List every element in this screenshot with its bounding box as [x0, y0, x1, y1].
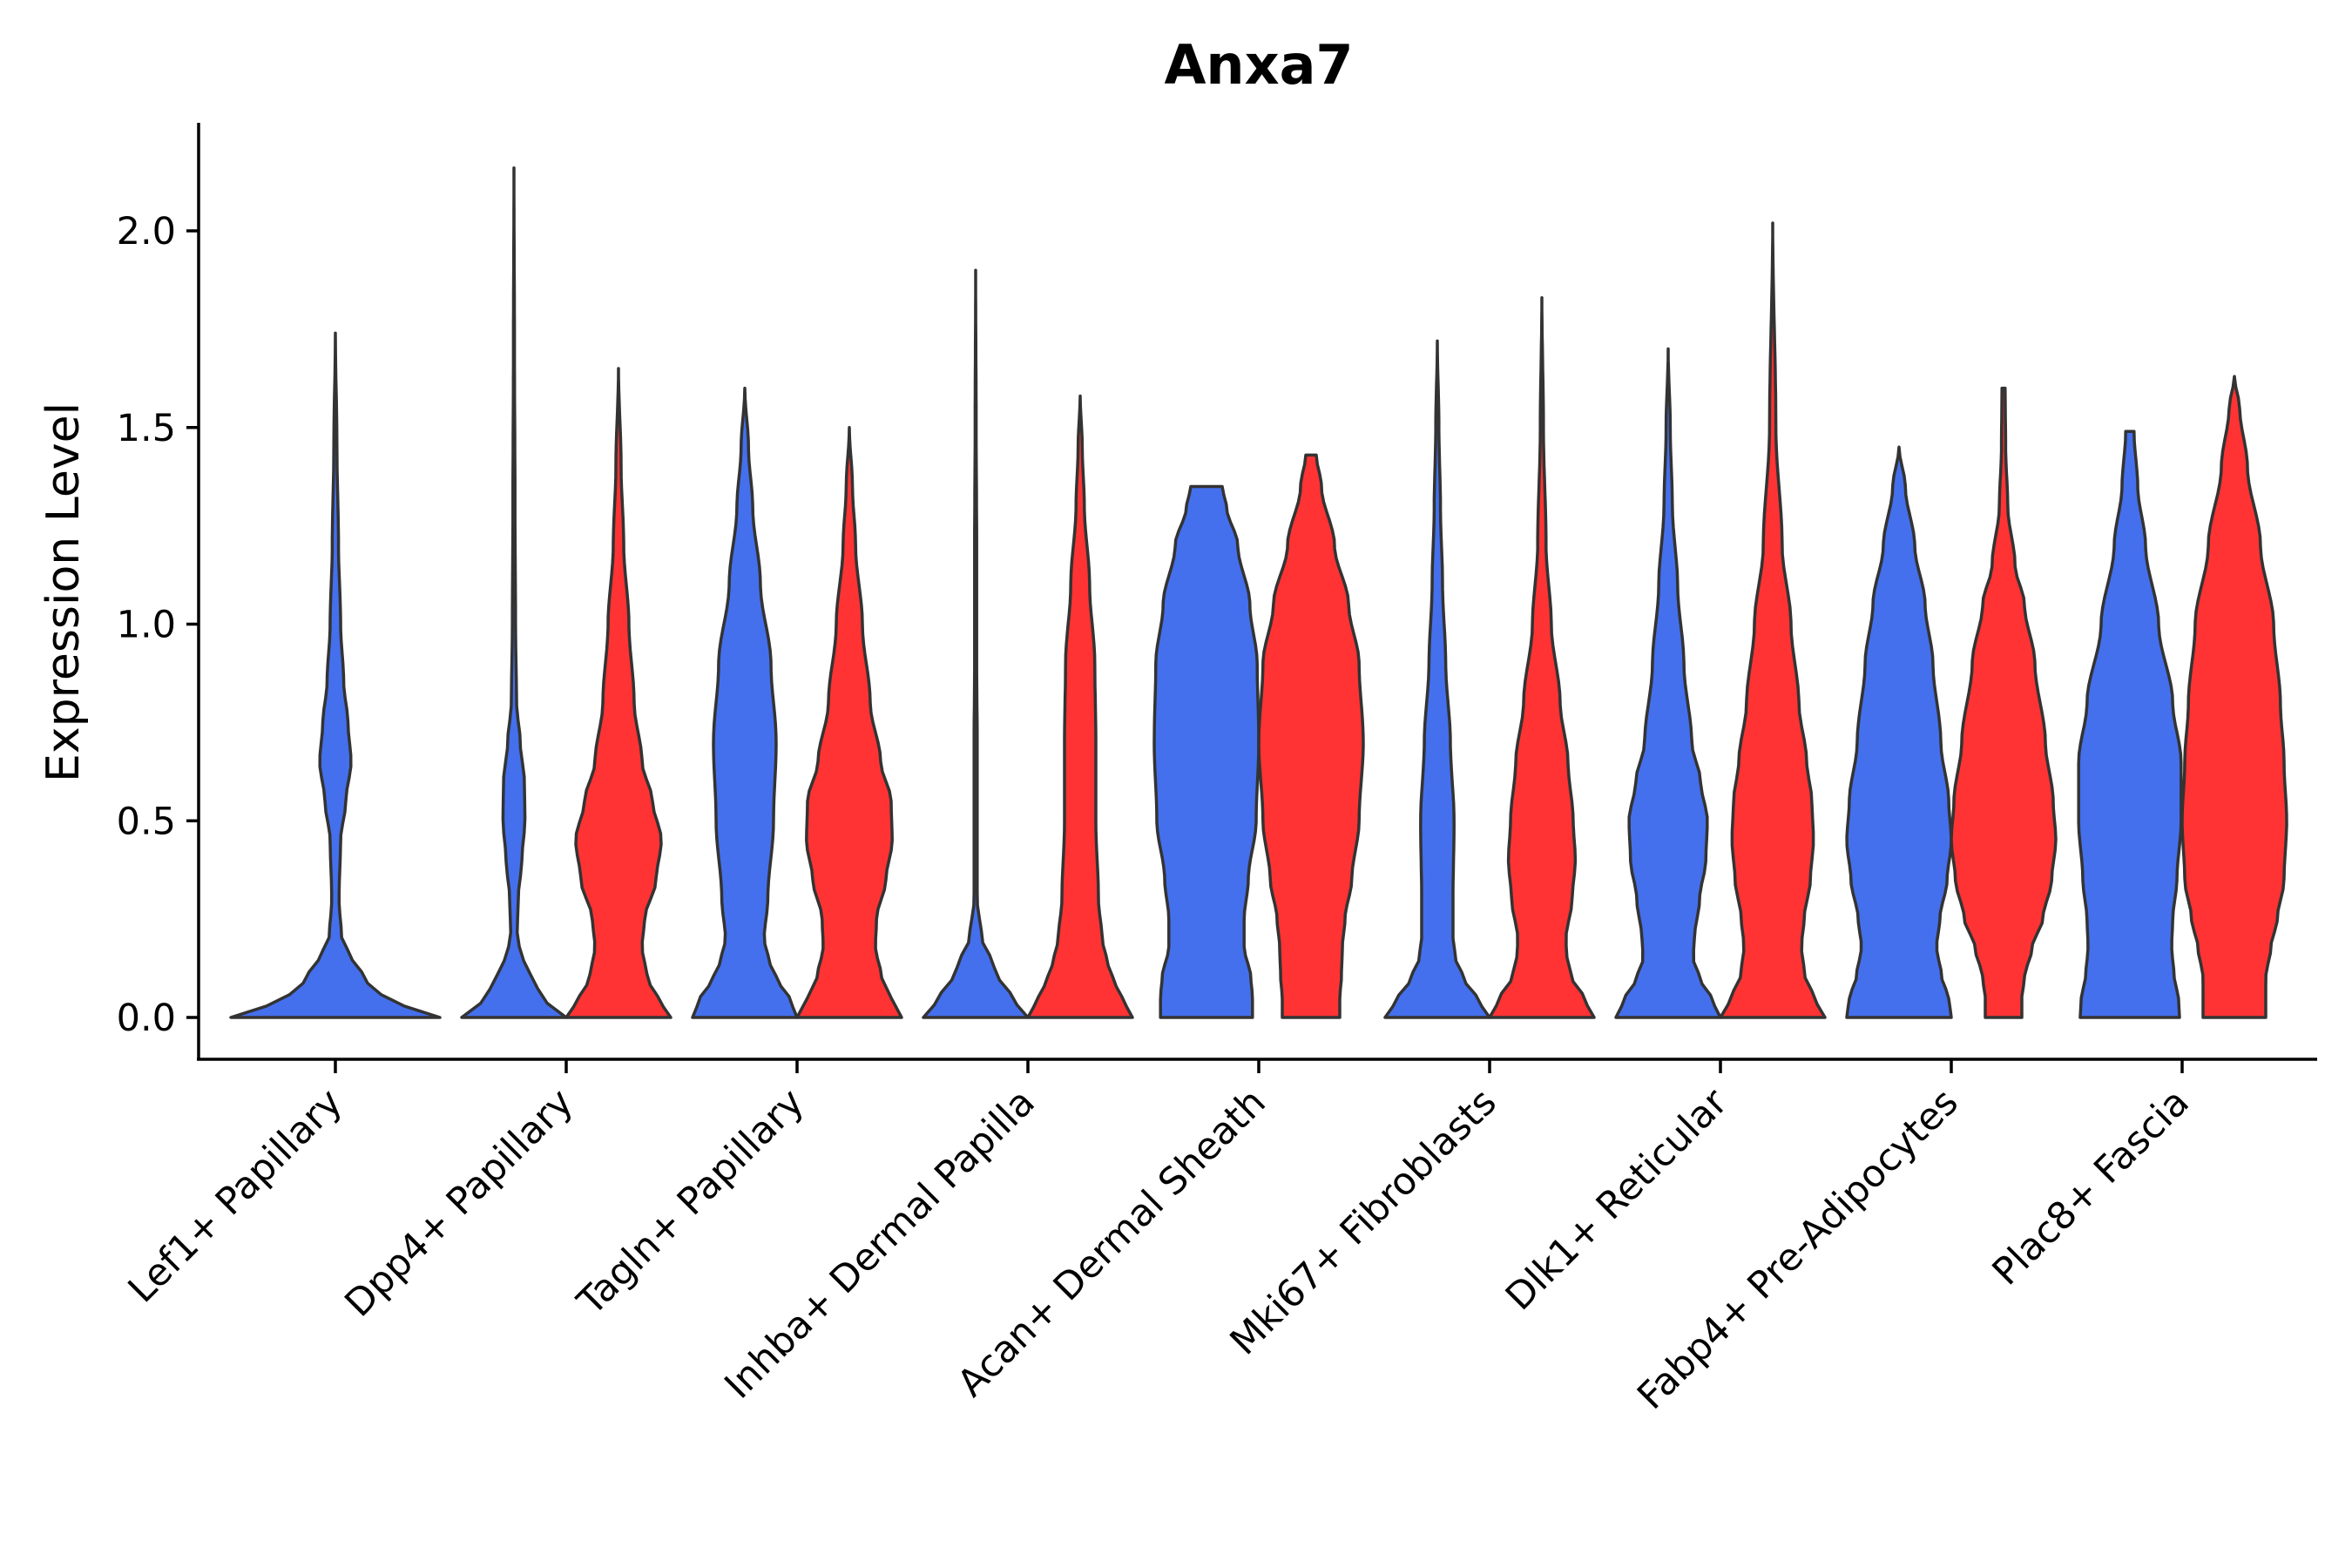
- violin-blue: [229, 331, 442, 1019]
- y-tick-label: 0.5: [117, 800, 176, 843]
- chart-title: Anxa7: [1164, 33, 1353, 97]
- violin-blue: [460, 166, 568, 1019]
- violins-layer: [229, 166, 2288, 1019]
- y-tick-label: 1.5: [117, 407, 176, 450]
- violin-red: [1026, 394, 1134, 1019]
- x-tick-label: Dlk1+ Reticular: [1497, 1080, 1736, 1319]
- y-tick-label: 2.0: [117, 210, 176, 253]
- violin-red: [564, 367, 672, 1019]
- y-ticks: 0.0 0.5 1.0 1.5 2.0: [117, 210, 199, 1040]
- violin-blue: [1383, 339, 1491, 1019]
- axes-layer: [197, 123, 2317, 1061]
- violin-red: [2180, 375, 2288, 1019]
- y-axis-label: Expression Level: [37, 402, 90, 782]
- violin-red: [795, 426, 903, 1019]
- y-tick-label: 1.0: [117, 604, 176, 647]
- x-tick-label: Plac8+ Fascia: [1984, 1080, 2198, 1294]
- violin-blue: [2077, 429, 2183, 1019]
- violin-red: [1488, 296, 1596, 1019]
- x-tick-label: Lef1+ Papillary: [120, 1080, 351, 1311]
- x-tick-label: Dpp4+ Papillary: [337, 1080, 582, 1325]
- violin-blue: [1614, 347, 1722, 1019]
- violin-blue: [1152, 484, 1260, 1019]
- violin-red: [1719, 221, 1827, 1019]
- violin-blue: [922, 268, 1030, 1019]
- x-tick-label: Tagln+ Papillary: [569, 1080, 813, 1324]
- violin-blue: [1845, 445, 1953, 1019]
- x-tick-label: Mki67+ Fibroblasts: [1222, 1080, 1505, 1363]
- violin-red: [1950, 386, 2058, 1019]
- y-tick-label: 0.0: [117, 997, 176, 1040]
- violin-blue: [691, 386, 799, 1019]
- violin-red: [1257, 453, 1365, 1019]
